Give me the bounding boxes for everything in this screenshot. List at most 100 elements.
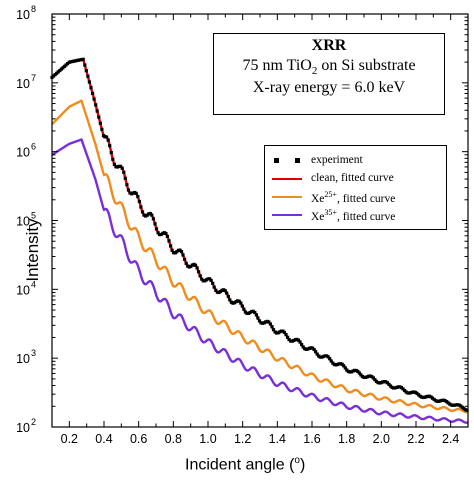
experiment-point (72, 59, 76, 63)
experiment-point (211, 281, 215, 285)
experiment-point (195, 266, 199, 270)
experiment-point (95, 109, 99, 113)
legend: experiment clean, fitted curve Xe25+, fi… (264, 145, 447, 230)
experiment-point (373, 378, 377, 382)
experiment-point (240, 304, 244, 308)
experiment-point (212, 285, 216, 289)
experiment-point (123, 176, 127, 180)
experiment-point (184, 261, 188, 265)
x-tick-label: 0.8 (165, 432, 182, 446)
experiment-point (270, 325, 274, 329)
experiment-point (87, 80, 91, 84)
x-tick-label: 1.4 (269, 432, 286, 446)
info-sample-pre: 75 nm TiO (242, 57, 312, 74)
experiment-point (140, 210, 145, 214)
info-sample-sub: 2 (311, 65, 318, 78)
experiment-point (198, 274, 202, 278)
y-axis-label: Intensity (23, 218, 42, 282)
legend-item-xe25: Xe25+, fitted curve (265, 188, 446, 206)
y-tick-exponent: 5 (31, 211, 36, 221)
experiment-point (193, 263, 198, 267)
legend-clean-suffix: , fitted curve (335, 172, 394, 184)
experiment-point (162, 231, 166, 235)
experiment-point (329, 359, 333, 363)
experiment-point (170, 248, 174, 252)
experiment-point (56, 70, 60, 74)
legend-xe35-sup: 35+ (324, 208, 337, 217)
x-tick-label: 1.2 (234, 432, 251, 446)
experiment-point (254, 313, 258, 317)
experiment-point (169, 244, 173, 248)
x-axis-label: Incident angle (o) (185, 455, 305, 474)
experiment-point (342, 364, 346, 368)
experiment-point (122, 170, 126, 174)
experiment-point (86, 74, 90, 78)
experiment-point (92, 97, 96, 101)
experiment-point (298, 340, 302, 344)
legend-clean-prefix: clean (311, 172, 336, 184)
y-tick-exponent: 8 (31, 4, 36, 14)
x-tick-label: 0.2 (61, 432, 78, 446)
y-tick-exponent: 6 (31, 142, 36, 152)
experiment-point (296, 338, 301, 342)
info-title: XRR (311, 37, 347, 54)
x-tick-label: 1.8 (338, 432, 355, 446)
legend-label-clean: clean, fitted curve (311, 172, 394, 184)
y-tick-label: 10 (16, 8, 30, 22)
experiment-point (201, 279, 205, 283)
legend-xe25-suffix: , fitted curve (336, 192, 396, 205)
experiment-point (136, 195, 140, 199)
experiment-point (83, 63, 87, 67)
experiment-point (282, 330, 286, 334)
legend-square-marker (274, 158, 279, 163)
experiment-point (137, 199, 141, 204)
series-line-2 (51, 99, 469, 414)
experiment-point (315, 352, 319, 356)
legend-item-clean: clean, fitted curve (265, 170, 446, 188)
info-sample-line: 75 nm TiO2 on Si substrate (214, 57, 444, 77)
legend-line-xe35 (272, 214, 302, 216)
legend-line-xe25 (272, 196, 302, 198)
experiment-point (257, 319, 262, 323)
experiment-point (197, 270, 201, 274)
experiment-point (226, 294, 230, 299)
experiment-point (181, 253, 185, 257)
x-axis-label-close: ) (299, 456, 306, 474)
experiment-point (242, 307, 246, 311)
series-line-3 (51, 138, 469, 424)
experiment-point (183, 257, 187, 261)
x-axis-label-degree: o (294, 455, 300, 466)
experiment-point (97, 115, 101, 119)
experiment-point (175, 250, 179, 254)
experiment-point (209, 278, 213, 282)
y-tick-exponent: 4 (31, 279, 36, 289)
legend-symbol-experiment (272, 152, 302, 170)
experiment-point (105, 135, 109, 139)
experiment-point (167, 239, 171, 243)
experiment-point (106, 138, 110, 142)
experiment-point (465, 408, 469, 412)
experiment-point (139, 205, 143, 209)
info-sample-post: on Si substrate (317, 57, 416, 74)
y-tick-label: 10 (16, 421, 30, 435)
legend-symbol-clean (272, 170, 302, 188)
experiment-point (268, 322, 272, 326)
y-tick-label: 10 (16, 77, 30, 91)
y-tick-label: 10 (16, 352, 30, 366)
x-tick-label: 1.0 (199, 432, 216, 446)
x-tick-label: 0.4 (95, 432, 112, 446)
experiment-point (164, 231, 168, 236)
x-tick-label: 0.6 (130, 432, 147, 446)
experiment-point (239, 301, 243, 305)
y-tick-label: 10 (16, 146, 30, 160)
experiment-point (153, 222, 157, 226)
y-tick-exponent: 7 (31, 73, 36, 83)
legend-xe35-prefix: Xe (311, 210, 325, 223)
experiment-point (371, 376, 375, 380)
experiment-point (98, 121, 102, 125)
experiment-point (271, 328, 276, 332)
y-tick-exponent: 3 (31, 348, 36, 358)
x-axis-label-text: Incident angle ( (185, 456, 295, 474)
experiment-point (253, 310, 257, 315)
